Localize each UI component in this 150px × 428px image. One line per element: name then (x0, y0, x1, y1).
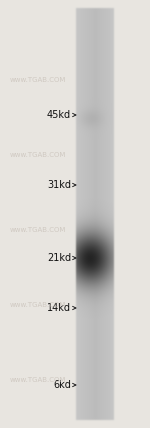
Text: 31kd: 31kd (47, 180, 71, 190)
Text: www.TGAB.COM: www.TGAB.COM (10, 302, 66, 308)
Text: www.TGAB.COM: www.TGAB.COM (10, 152, 66, 158)
Text: 14kd: 14kd (47, 303, 71, 313)
Text: 6kd: 6kd (53, 380, 71, 390)
Text: www.TGAB.COM: www.TGAB.COM (10, 227, 66, 233)
Text: www.TGAB.COM: www.TGAB.COM (10, 377, 66, 383)
Text: 21kd: 21kd (47, 253, 71, 263)
Text: www.TGAB.COM: www.TGAB.COM (10, 77, 66, 83)
Text: 45kd: 45kd (47, 110, 71, 120)
